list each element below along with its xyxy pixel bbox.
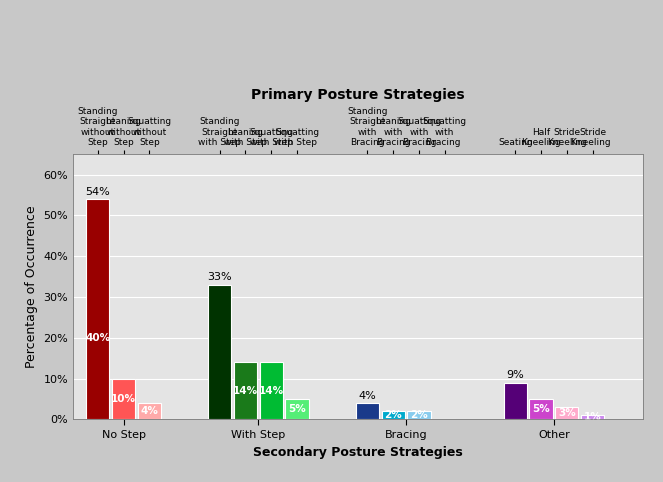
Bar bbox=[504, 383, 527, 419]
Text: 9%: 9% bbox=[507, 370, 524, 380]
Bar bbox=[356, 403, 379, 419]
Bar bbox=[382, 411, 405, 419]
Text: 10%: 10% bbox=[111, 394, 136, 404]
Bar bbox=[138, 403, 161, 419]
X-axis label: Secondary Posture Strategies: Secondary Posture Strategies bbox=[253, 446, 463, 459]
Bar bbox=[286, 399, 309, 419]
Y-axis label: Percentage of Occurrence: Percentage of Occurrence bbox=[25, 205, 38, 368]
Bar bbox=[260, 362, 283, 419]
Text: 1%: 1% bbox=[583, 412, 601, 422]
Bar bbox=[208, 285, 231, 419]
Bar bbox=[529, 399, 552, 419]
Text: 2%: 2% bbox=[410, 410, 428, 420]
Text: 2%: 2% bbox=[385, 410, 402, 420]
Bar bbox=[407, 411, 430, 419]
Text: 14%: 14% bbox=[233, 386, 258, 396]
Bar bbox=[234, 362, 257, 419]
Bar bbox=[86, 199, 109, 419]
Text: 54%: 54% bbox=[86, 187, 110, 197]
Bar bbox=[112, 378, 135, 419]
Text: 5%: 5% bbox=[532, 404, 550, 414]
Text: 3%: 3% bbox=[558, 408, 575, 418]
Text: 4%: 4% bbox=[141, 406, 158, 416]
Text: 4%: 4% bbox=[359, 390, 377, 401]
Bar bbox=[581, 415, 604, 419]
Title: Primary Posture Strategies: Primary Posture Strategies bbox=[251, 88, 465, 102]
Text: 33%: 33% bbox=[208, 272, 232, 282]
Text: 5%: 5% bbox=[288, 404, 306, 414]
Bar bbox=[555, 407, 578, 419]
Text: 40%: 40% bbox=[85, 333, 110, 343]
Text: 14%: 14% bbox=[259, 386, 284, 396]
